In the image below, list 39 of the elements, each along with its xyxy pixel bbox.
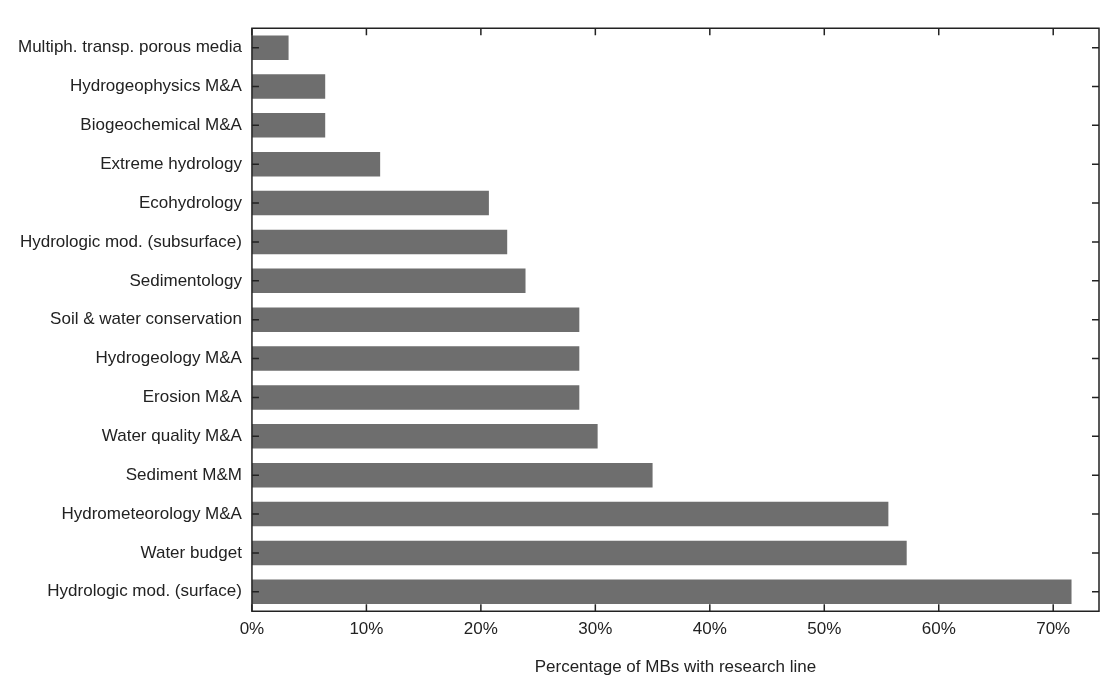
bar: [251, 151, 381, 177]
x-tick-label: 20%: [463, 619, 498, 639]
y-tick-label: Sedimentology: [129, 270, 243, 290]
y-tick-label: Hydrometeorology M&A: [61, 503, 243, 523]
x-axis-title: Percentage of MBs with research line: [534, 657, 817, 677]
bar: [251, 35, 289, 60]
y-tick-label: Soil & water conservation: [50, 309, 242, 329]
y-tick-label: Biogeochemical M&A: [80, 115, 243, 135]
bar: [251, 190, 489, 216]
bar: [251, 501, 889, 527]
y-tick-label: Erosion M&A: [142, 387, 243, 407]
x-tick-label: 40%: [692, 619, 727, 639]
y-tick-label: Ecohydrology: [138, 192, 243, 212]
bar: [251, 113, 326, 138]
bar: [251, 579, 1072, 605]
y-tick-label: Extreme hydrology: [100, 153, 243, 173]
y-tick-label: Hydrogeophysics M&A: [69, 76, 243, 96]
x-tick-label: 30%: [578, 619, 613, 639]
y-tick-label: Water quality M&A: [101, 425, 243, 445]
y-tick-label: Hydrologic mod. (surface): [47, 581, 242, 601]
y-tick-label: Hydrogeology M&A: [95, 348, 243, 368]
bar: [251, 462, 653, 488]
x-tick-label: 50%: [807, 619, 842, 639]
bar: [251, 229, 508, 255]
x-tick-label: 0%: [239, 619, 265, 639]
y-tick-label: Multiph. transp. porous media: [17, 37, 243, 57]
x-tick-label: 70%: [1036, 619, 1071, 639]
bar: [251, 307, 580, 332]
bar: [251, 268, 526, 294]
y-tick-label: Water budget: [140, 542, 243, 562]
bar: [251, 346, 580, 371]
x-tick-label: 60%: [921, 619, 956, 639]
y-tick-label: Hydrologic mod. (subsurface): [19, 231, 242, 251]
bar: [251, 424, 598, 449]
bar: [251, 540, 907, 566]
bar: [251, 74, 326, 99]
y-tick-label: Sediment M&M: [125, 464, 242, 484]
bar: [251, 385, 580, 410]
x-tick-label: 10%: [349, 619, 384, 639]
